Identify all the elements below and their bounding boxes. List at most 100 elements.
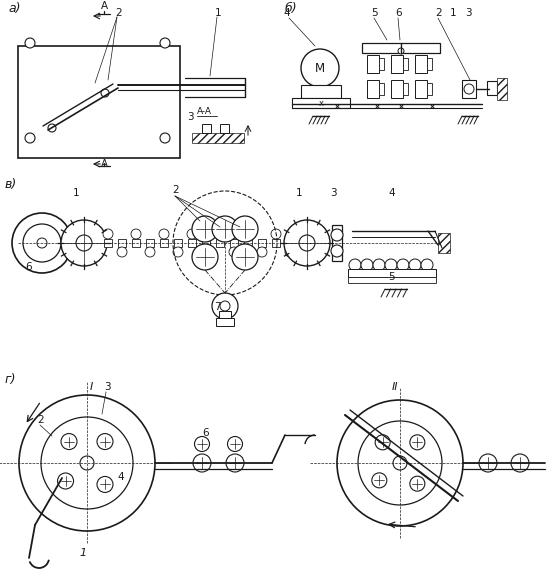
Circle shape: [409, 259, 421, 271]
Bar: [220, 124, 229, 133]
Circle shape: [228, 436, 243, 452]
Text: 1: 1: [450, 8, 456, 18]
Circle shape: [393, 456, 407, 470]
Circle shape: [331, 245, 343, 257]
Circle shape: [511, 454, 529, 472]
Circle shape: [76, 235, 92, 251]
Text: а): а): [8, 2, 21, 15]
Circle shape: [61, 220, 107, 266]
Bar: [301, 85, 341, 98]
Text: б): б): [285, 2, 297, 15]
Circle shape: [187, 229, 197, 239]
Bar: [415, 55, 427, 73]
Circle shape: [349, 259, 361, 271]
Text: 4: 4: [388, 188, 395, 198]
Circle shape: [479, 454, 497, 472]
Text: I: I: [90, 382, 93, 392]
Circle shape: [48, 124, 56, 132]
Circle shape: [23, 224, 61, 262]
Circle shape: [80, 456, 94, 470]
Bar: [216, 318, 234, 326]
Circle shape: [159, 229, 169, 239]
Circle shape: [301, 49, 339, 87]
Text: A-A: A-A: [197, 107, 212, 116]
Circle shape: [37, 238, 47, 248]
Bar: [258, 239, 266, 247]
Bar: [132, 239, 140, 247]
Circle shape: [193, 454, 211, 472]
Text: 3: 3: [330, 188, 336, 198]
Bar: [379, 83, 384, 95]
Text: 6: 6: [25, 262, 32, 272]
Text: 2: 2: [37, 415, 44, 425]
Circle shape: [25, 38, 35, 48]
Circle shape: [229, 247, 239, 257]
Circle shape: [243, 229, 253, 239]
Text: 2: 2: [172, 185, 179, 195]
Bar: [202, 124, 211, 133]
Circle shape: [410, 476, 425, 491]
Bar: [367, 55, 379, 73]
Bar: [367, 80, 379, 98]
Bar: [427, 58, 432, 70]
Circle shape: [375, 435, 390, 450]
Circle shape: [25, 133, 35, 143]
Circle shape: [160, 38, 170, 48]
Bar: [379, 58, 384, 70]
Circle shape: [192, 216, 218, 242]
Text: 4: 4: [117, 472, 124, 482]
Text: 3: 3: [187, 112, 194, 122]
Bar: [192, 133, 244, 143]
Text: 2: 2: [435, 8, 441, 18]
Circle shape: [160, 133, 170, 143]
Text: 3: 3: [465, 8, 472, 18]
Bar: [188, 239, 196, 247]
Circle shape: [220, 301, 230, 311]
Text: 6: 6: [202, 428, 209, 438]
Circle shape: [19, 395, 155, 531]
Circle shape: [284, 220, 330, 266]
Bar: [391, 55, 403, 73]
Circle shape: [215, 229, 225, 239]
Circle shape: [257, 247, 267, 257]
Circle shape: [232, 216, 258, 242]
Text: М: М: [315, 62, 325, 75]
Text: г): г): [5, 373, 17, 386]
Circle shape: [398, 48, 404, 54]
Bar: [244, 239, 252, 247]
Bar: [362, 43, 440, 53]
Circle shape: [226, 454, 244, 472]
Circle shape: [201, 247, 211, 257]
Text: II: II: [392, 382, 398, 392]
Text: 1: 1: [296, 188, 302, 198]
Circle shape: [285, 247, 295, 257]
Text: 2: 2: [115, 8, 122, 18]
Circle shape: [421, 259, 433, 271]
Circle shape: [195, 436, 209, 452]
Bar: [118, 239, 126, 247]
Bar: [272, 239, 280, 247]
Circle shape: [57, 473, 74, 489]
Text: A: A: [100, 1, 108, 11]
Circle shape: [385, 259, 397, 271]
Bar: [427, 83, 432, 95]
Bar: [174, 239, 182, 247]
Text: 7: 7: [214, 302, 220, 312]
Circle shape: [331, 229, 343, 241]
Circle shape: [101, 89, 109, 97]
Bar: [487, 81, 497, 95]
Text: A: A: [100, 159, 108, 169]
Circle shape: [41, 417, 133, 509]
Bar: [403, 58, 408, 70]
Text: 1: 1: [73, 188, 80, 198]
Circle shape: [97, 476, 113, 492]
Text: в): в): [5, 178, 17, 191]
Bar: [104, 239, 112, 247]
Bar: [415, 80, 427, 98]
Circle shape: [103, 229, 113, 239]
Circle shape: [212, 216, 238, 242]
Text: 6: 6: [395, 8, 402, 18]
Circle shape: [145, 247, 155, 257]
Circle shape: [337, 400, 463, 526]
Bar: [462, 80, 476, 98]
